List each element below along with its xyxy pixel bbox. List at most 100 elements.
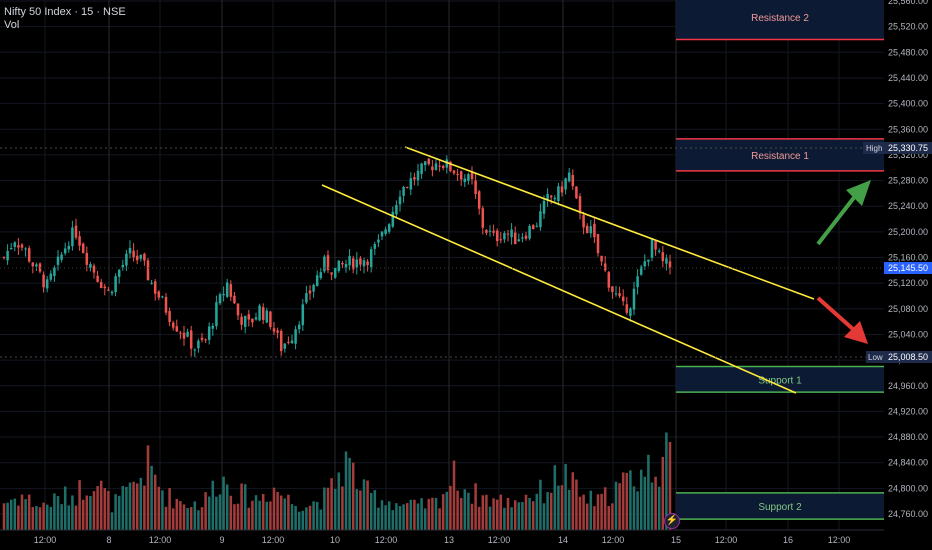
candle[interactable] <box>6 244 9 265</box>
candle-body[interactable] <box>463 178 467 183</box>
candle[interactable] <box>380 230 384 240</box>
candle-body[interactable] <box>330 272 333 275</box>
candle-body[interactable] <box>409 178 413 190</box>
candle[interactable] <box>60 252 63 263</box>
candle[interactable] <box>647 259 650 267</box>
candles[interactable] <box>2 155 672 357</box>
candle[interactable] <box>499 232 503 244</box>
candle[interactable] <box>485 228 488 236</box>
candle-body[interactable] <box>488 230 492 232</box>
candle-body[interactable] <box>139 254 143 259</box>
candle[interactable] <box>276 327 279 339</box>
candle-body[interactable] <box>121 264 125 268</box>
candle[interactable] <box>290 334 294 344</box>
candle-body[interactable] <box>441 165 445 169</box>
candle-body[interactable] <box>261 307 265 320</box>
candle-body[interactable] <box>499 239 503 241</box>
candle[interactable] <box>139 254 143 262</box>
candle-body[interactable] <box>582 215 585 228</box>
candle[interactable] <box>168 307 171 327</box>
candle-body[interactable] <box>567 172 571 182</box>
candle-body[interactable] <box>2 257 6 259</box>
candle-body[interactable] <box>456 174 459 176</box>
candle[interactable] <box>225 278 229 299</box>
candle-body[interactable] <box>495 230 499 242</box>
candle-body[interactable] <box>413 177 416 180</box>
candle-body[interactable] <box>549 195 553 198</box>
candle-body[interactable] <box>161 296 164 298</box>
candle-body[interactable] <box>661 252 665 262</box>
candle-body[interactable] <box>326 255 330 271</box>
candle[interactable] <box>103 283 107 296</box>
support-resistance-zones[interactable]: Resistance 2 Resistance 1 Support 1 Support… <box>676 0 884 520</box>
candle-body[interactable] <box>85 252 89 265</box>
candle-body[interactable] <box>128 247 132 254</box>
candle[interactable] <box>477 189 481 215</box>
candle[interactable] <box>528 224 531 241</box>
candle-body[interactable] <box>506 233 510 235</box>
candle-body[interactable] <box>99 282 103 289</box>
candle[interactable] <box>409 172 413 196</box>
candle[interactable] <box>362 257 366 274</box>
candle[interactable] <box>567 167 571 183</box>
candle[interactable] <box>247 309 251 327</box>
candle-body[interactable] <box>265 310 269 323</box>
candle-body[interactable] <box>207 326 211 340</box>
candle[interactable] <box>17 237 20 255</box>
candle-body[interactable] <box>621 296 625 302</box>
candle[interactable] <box>53 265 56 282</box>
candle[interactable] <box>661 245 665 268</box>
candle[interactable] <box>283 342 287 353</box>
candle-body[interactable] <box>35 264 38 267</box>
candle-body[interactable] <box>366 261 369 266</box>
candle-body[interactable] <box>200 337 204 340</box>
candle-body[interactable] <box>369 249 373 268</box>
candle-body[interactable] <box>204 339 207 341</box>
candle-body[interactable] <box>308 290 312 294</box>
candle[interactable] <box>182 325 186 346</box>
candle-body[interactable] <box>279 330 283 352</box>
candle[interactable] <box>438 159 441 172</box>
candle[interactable] <box>222 286 225 302</box>
candle[interactable] <box>459 170 463 186</box>
candle-body[interactable] <box>315 275 319 286</box>
candle[interactable] <box>67 241 71 253</box>
candle[interactable] <box>200 333 204 343</box>
candle-body[interactable] <box>168 311 171 322</box>
candle[interactable] <box>229 280 233 302</box>
candle-body[interactable] <box>510 229 513 238</box>
candle[interactable] <box>254 312 258 321</box>
candle[interactable] <box>650 237 654 262</box>
candle-body[interactable] <box>657 250 661 252</box>
candle[interactable] <box>391 206 395 229</box>
candle[interactable] <box>146 258 150 281</box>
candle[interactable] <box>233 291 236 304</box>
candle-body[interactable] <box>611 286 614 293</box>
candle-body[interactable] <box>391 211 395 227</box>
candle[interactable] <box>78 230 81 251</box>
candle-body[interactable] <box>132 250 135 258</box>
candle-body[interactable] <box>233 295 236 304</box>
candle[interactable] <box>607 270 611 292</box>
candle[interactable] <box>377 234 380 248</box>
candle-body[interactable] <box>603 263 607 271</box>
zone-support-2[interactable]: Support 2 <box>676 492 884 520</box>
candle-body[interactable] <box>236 303 240 316</box>
candle-body[interactable] <box>449 161 452 171</box>
candle[interactable] <box>9 242 13 250</box>
candle[interactable] <box>337 260 341 273</box>
candle[interactable] <box>618 286 621 299</box>
candle-body[interactable] <box>578 196 582 214</box>
candle-body[interactable] <box>63 248 67 254</box>
candle[interactable] <box>600 255 603 266</box>
candle-body[interactable] <box>269 311 272 328</box>
candle-body[interactable] <box>103 286 107 289</box>
candle-body[interactable] <box>665 258 668 264</box>
candle-body[interactable] <box>31 262 35 267</box>
candle-body[interactable] <box>539 211 542 228</box>
candle-body[interactable] <box>60 254 63 260</box>
candle[interactable] <box>463 174 467 187</box>
candle-body[interactable] <box>323 256 326 272</box>
candle[interactable] <box>121 259 125 271</box>
